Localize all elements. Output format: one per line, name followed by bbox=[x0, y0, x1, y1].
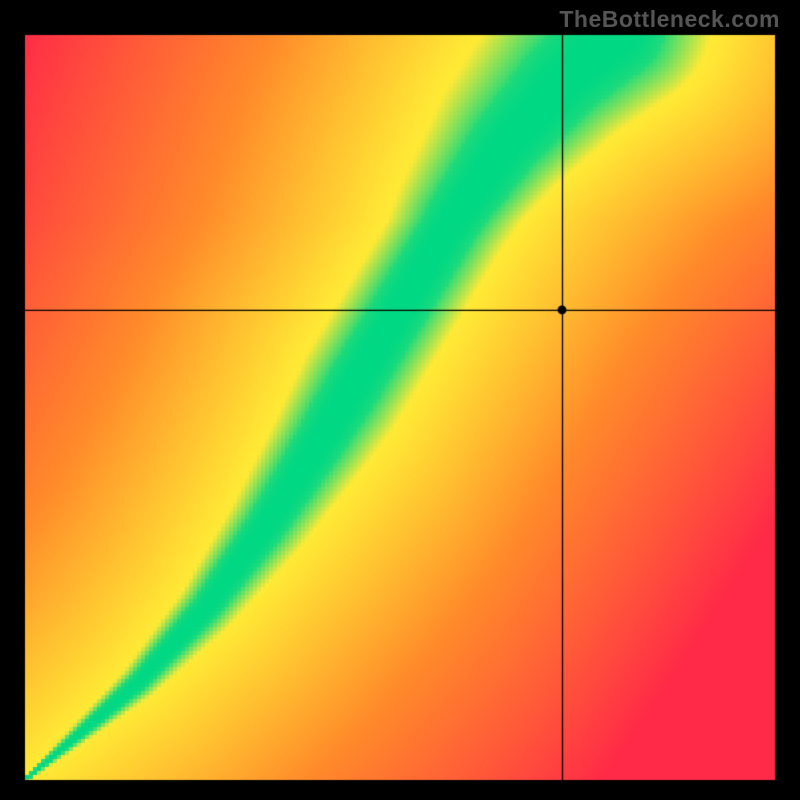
source-watermark: TheBottleneck.com bbox=[559, 6, 780, 33]
heatmap-canvas bbox=[0, 0, 800, 800]
chart-frame: TheBottleneck.com bbox=[0, 0, 800, 800]
